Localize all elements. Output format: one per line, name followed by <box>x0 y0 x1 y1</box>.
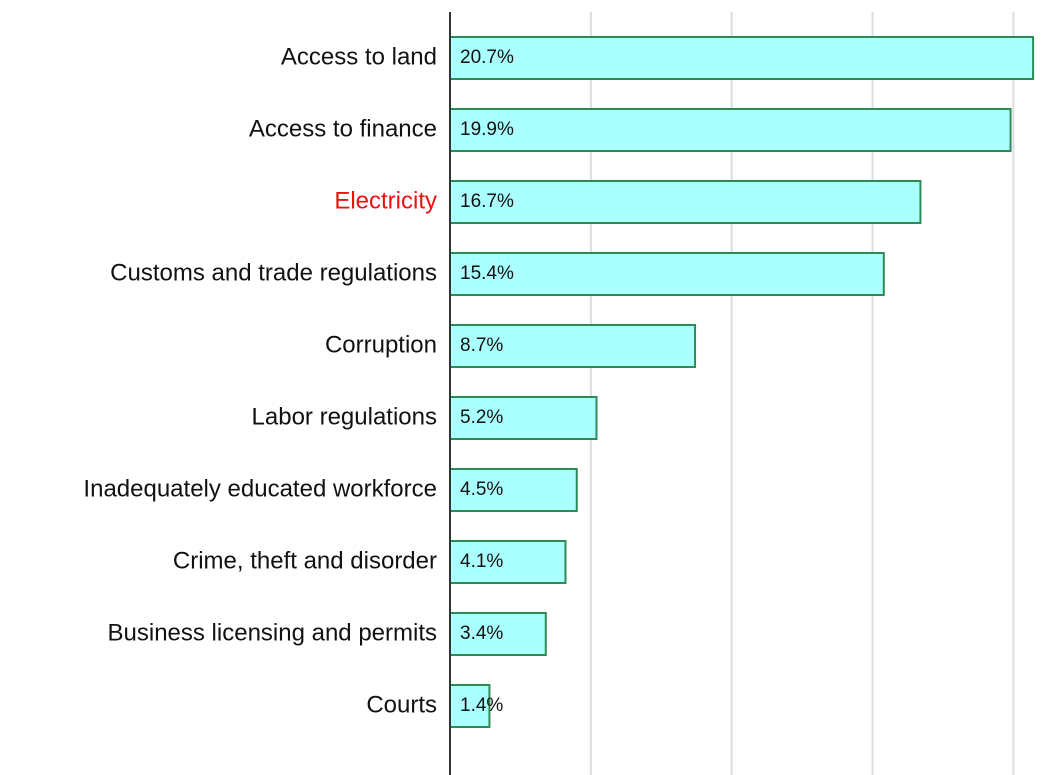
bar <box>449 180 922 224</box>
value-label: 3.4% <box>460 623 503 644</box>
category-label: Labor regulations <box>252 403 437 430</box>
category-label: Inadequately educated workforce <box>83 475 437 502</box>
category-label: Courts <box>366 691 437 718</box>
bar <box>449 468 578 512</box>
bar <box>449 324 697 368</box>
value-label: 16.7% <box>460 191 514 212</box>
value-label: 20.7% <box>460 47 514 68</box>
category-label: Access to land <box>281 43 437 70</box>
bar <box>449 36 1035 80</box>
category-label: Customs and trade regulations <box>110 259 437 286</box>
value-label: 1.4% <box>460 695 503 716</box>
bar <box>449 108 1012 152</box>
category-label: Crime, theft and disorder <box>173 547 437 574</box>
bar <box>449 252 885 296</box>
category-label: Corruption <box>325 331 437 358</box>
value-label: 4.5% <box>460 479 503 500</box>
category-label: Access to finance <box>249 115 437 142</box>
category-label: Business licensing and permits <box>108 619 438 646</box>
value-label: 5.2% <box>460 407 503 428</box>
value-label: 4.1% <box>460 551 503 572</box>
value-label: 8.7% <box>460 335 503 356</box>
value-label: 15.4% <box>460 263 514 284</box>
bar <box>449 396 598 440</box>
category-label: Electricity <box>334 187 437 214</box>
value-label: 19.9% <box>460 119 514 140</box>
